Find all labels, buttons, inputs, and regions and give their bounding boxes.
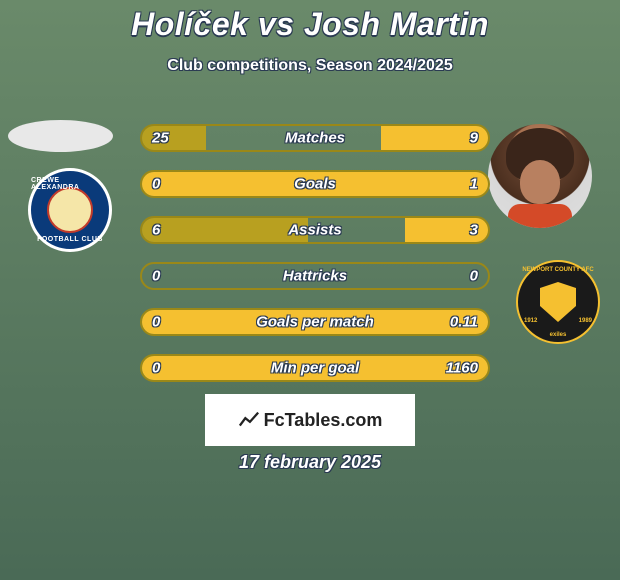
stat-value-right: 0 <box>470 268 478 285</box>
stat-value-right: 9 <box>470 130 478 147</box>
date-label: 17 february 2025 <box>239 452 381 473</box>
club2-nickname: exiles <box>550 332 567 338</box>
stat-row: 0 1 Goals <box>140 170 490 198</box>
club1-inner-crest <box>47 187 93 233</box>
page-title: Holíček vs Josh Martin <box>0 0 620 43</box>
club2-year-right: 1989 <box>579 318 592 324</box>
player1-avatar-placeholder <box>8 120 113 152</box>
stat-value-right: 0.11 <box>450 314 478 331</box>
club2-shield-icon <box>540 282 576 322</box>
club2-name: NEWPORT COUNTY AFC <box>522 267 593 273</box>
watermark: FcTables.com <box>205 394 415 446</box>
club1-name-top: CREWE ALEXANDRA <box>31 177 109 191</box>
stat-value-left: 0 <box>152 314 160 331</box>
stat-value-left: 6 <box>152 222 160 239</box>
stat-value-right: 3 <box>470 222 478 239</box>
stat-row: 6 3 Assists <box>140 216 490 244</box>
chart-line-icon <box>238 409 260 431</box>
stat-value-right: 1160 <box>446 360 478 377</box>
club1-name-bottom: FOOTBALL CLUB <box>37 236 103 243</box>
stat-row: 0 1160 Min per goal <box>140 354 490 382</box>
player1-club-badge: CREWE ALEXANDRA FOOTBALL CLUB <box>28 168 112 252</box>
stat-value-left: 0 <box>152 176 160 193</box>
player2-avatar <box>488 124 592 228</box>
stat-value-left: 0 <box>152 268 160 285</box>
player2-club-badge: NEWPORT COUNTY AFC 1912 1989 exiles <box>516 260 600 344</box>
watermark-text: FcTables.com <box>264 410 383 431</box>
stat-fill-left <box>142 218 308 242</box>
stat-label: Matches <box>285 130 345 147</box>
stat-label: Min per goal <box>271 360 359 377</box>
stat-label: Assists <box>288 222 341 239</box>
stat-row: 25 9 Matches <box>140 124 490 152</box>
stat-value-left: 0 <box>152 360 160 377</box>
stat-label: Hattricks <box>283 268 347 285</box>
stat-label: Goals per match <box>256 314 374 331</box>
avatar-face <box>520 160 560 204</box>
stat-value-left: 25 <box>152 130 169 147</box>
stat-row: 0 0 Hattricks <box>140 262 490 290</box>
stat-value-right: 1 <box>470 176 478 193</box>
club2-year-left: 1912 <box>524 318 537 324</box>
avatar-shirt <box>508 204 572 228</box>
comparison-infographic: Holíček vs Josh Martin Club competitions… <box>0 0 620 580</box>
stat-row: 0 0.11 Goals per match <box>140 308 490 336</box>
subtitle: Club competitions, Season 2024/2025 <box>0 57 620 75</box>
stat-label: Goals <box>294 176 336 193</box>
stats-container: 25 9 Matches 0 1 Goals 6 3 Assists 0 0 Hattricks 0 0.… <box>140 124 490 400</box>
